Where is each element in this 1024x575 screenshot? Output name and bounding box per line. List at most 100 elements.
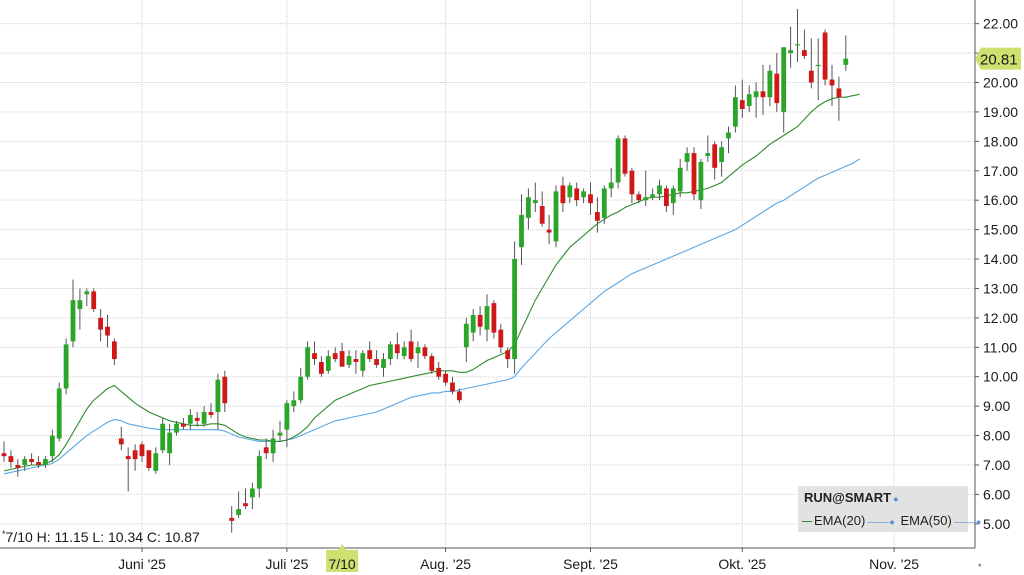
candle	[636, 191, 642, 204]
candle-body	[677, 167, 683, 192]
candle-body	[401, 347, 407, 357]
candle	[8, 450, 14, 468]
candle-body	[657, 185, 662, 195]
candle-body	[367, 350, 373, 360]
candle	[470, 309, 476, 342]
candle-body	[601, 188, 607, 218]
candle-body	[553, 191, 559, 242]
candle-body	[753, 91, 759, 98]
last-price-marker	[975, 47, 1021, 70]
candle	[546, 214, 552, 245]
candle-body	[463, 323, 469, 348]
candle	[167, 423, 172, 465]
candle-body	[36, 462, 41, 465]
candle	[112, 338, 117, 365]
candle-body	[43, 459, 48, 465]
legend-ema50-label: EMA(50)	[900, 513, 952, 528]
ema20-settings-icon[interactable]: ⸻●	[867, 517, 895, 527]
candle-body	[263, 447, 269, 454]
y-tick-label: 5.00	[983, 516, 1010, 532]
candle	[691, 147, 697, 201]
candle-body	[781, 47, 787, 112]
candle	[698, 158, 704, 210]
candle-body	[670, 188, 676, 204]
candle-body	[415, 347, 421, 354]
candle-body	[705, 153, 711, 157]
candle-body	[795, 44, 800, 46]
candle-body	[477, 314, 483, 327]
candle	[429, 353, 435, 374]
candle	[512, 241, 517, 374]
y-tick-label: 13.00	[983, 280, 1018, 296]
candle-body	[760, 91, 766, 98]
candle	[125, 447, 131, 492]
candle-body	[29, 459, 34, 463]
candle-body	[229, 517, 235, 521]
candle-body	[726, 132, 731, 139]
candle	[160, 417, 166, 454]
candle-body	[91, 291, 97, 310]
candle	[719, 141, 724, 177]
legend-ema50[interactable]: EMA(50) ⸻●	[901, 513, 982, 528]
candle	[187, 409, 193, 430]
y-tick-label: 19.00	[983, 104, 1018, 120]
x-tick-label: Juni '25	[118, 556, 166, 572]
candle-body	[339, 351, 345, 367]
candle-body	[457, 391, 462, 401]
candle	[484, 294, 490, 342]
candle-body	[698, 161, 704, 201]
candle	[98, 309, 103, 342]
legend-items: EMA(20) ⸻● EMA(50) ⸻●	[802, 513, 983, 528]
candle	[250, 482, 255, 510]
candle	[567, 182, 573, 204]
candle	[753, 82, 759, 118]
candle	[332, 347, 338, 362]
candle	[581, 188, 586, 204]
candle	[415, 341, 421, 368]
candle	[77, 288, 83, 330]
candle	[1, 441, 7, 463]
candle	[256, 450, 262, 498]
candle	[49, 429, 55, 463]
ema50-settings-icon[interactable]: ⸻●	[953, 517, 982, 527]
candle	[284, 400, 290, 448]
candle-body	[595, 211, 600, 221]
candle	[263, 438, 269, 460]
candle-body	[643, 197, 649, 201]
candle	[298, 367, 304, 404]
y-tick-label: 7.00	[983, 457, 1010, 473]
candle	[208, 403, 214, 418]
candle	[450, 376, 455, 395]
candle	[477, 306, 483, 336]
candle-body	[250, 488, 255, 498]
candle	[815, 38, 821, 101]
dot-settings-icon[interactable]: ●	[893, 494, 899, 504]
y-tick-label: 18.00	[983, 133, 1018, 149]
candle-body	[526, 197, 531, 218]
grid-lines	[0, 0, 975, 548]
ema20-swatch	[802, 521, 812, 523]
candle	[588, 182, 593, 215]
candle	[201, 406, 207, 427]
candle	[436, 362, 442, 380]
candle	[222, 370, 228, 413]
candle	[291, 391, 297, 413]
candle-body	[588, 194, 593, 204]
candle	[84, 288, 90, 307]
candle	[229, 506, 235, 533]
candle-body	[118, 438, 124, 445]
ema50-line	[3, 158, 860, 475]
ema20-layer	[3, 93, 860, 472]
legend-ema20[interactable]: EMA(20) ⸻●	[802, 513, 895, 528]
candle	[422, 344, 428, 360]
candle-body	[815, 64, 821, 67]
candle-body	[574, 188, 580, 201]
y-tick-label: 8.00	[983, 428, 1010, 444]
candle-body	[112, 341, 117, 360]
candle-body	[484, 306, 490, 330]
y-tick-label: 20.00	[983, 74, 1018, 90]
candle-body	[450, 382, 455, 392]
candle	[339, 342, 345, 367]
candle	[139, 441, 145, 463]
candle-body	[767, 70, 773, 98]
